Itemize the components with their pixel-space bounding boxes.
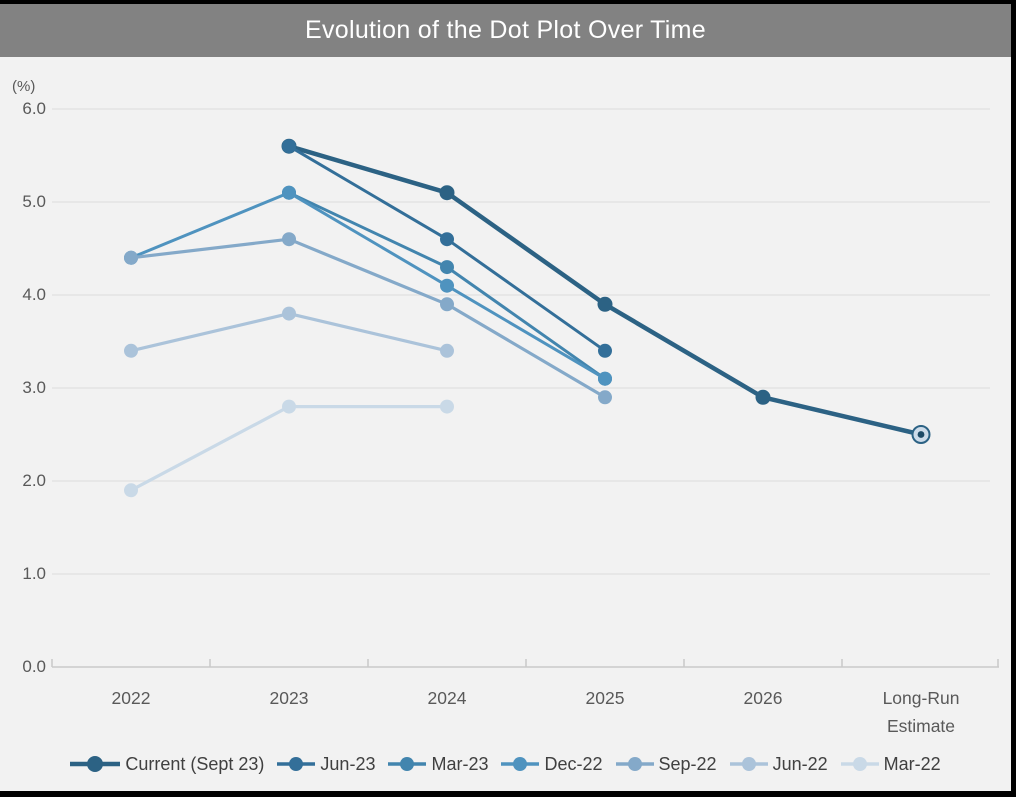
window-frame-right (1011, 0, 1016, 797)
y-axis-unit-label: (%) (12, 78, 36, 95)
legend-dot (289, 757, 304, 771)
series-line-dec-22 (129, 191, 607, 381)
legend-label: Dec-22 (544, 753, 603, 774)
data-point-mar-22-2022 (124, 483, 138, 498)
x-category-label-2025: 2025 (585, 688, 625, 708)
series-line-mar-22 (129, 405, 449, 492)
data-point-jun-22-2022 (124, 343, 138, 358)
data-point-mar-22-2024 (440, 399, 454, 414)
legend-marker-icon (388, 757, 427, 771)
y-tick-label-0.0: 0.0 (22, 657, 46, 676)
data-point-dec-22-2023 (282, 185, 296, 200)
legend-marker-icon (729, 757, 768, 771)
legend-label: Current (Sept 23) (125, 753, 265, 774)
chart-title: Evolution of the Dot Plot Over Time (305, 16, 706, 44)
legend-dot (400, 757, 415, 771)
legend-marker-icon (615, 757, 654, 771)
data-point-dec-22-2025 (598, 371, 612, 386)
legend-label: Sep-22 (658, 753, 717, 774)
legend-item-dec-22: Dec-22 (501, 753, 603, 775)
data-point-current-sept-23-2026 (755, 389, 771, 405)
legend-item-sep-22: Sep-22 (615, 753, 717, 775)
y-tick-label-6.0: 6.0 (22, 99, 46, 118)
x-category-label-2023: 2023 (269, 688, 309, 708)
data-point-jun-23-2023 (282, 139, 296, 154)
y-tick-label-2.0: 2.0 (22, 471, 46, 490)
data-point-sep-22-2025 (598, 390, 612, 405)
data-point-dec-22-2024 (440, 278, 454, 293)
y-tick-label-3.0: 3.0 (22, 378, 46, 397)
x-category-label-2022: 2022 (111, 688, 151, 708)
x-category-label-2026: 2026 (743, 688, 783, 708)
window-frame-bottom (0, 791, 1016, 797)
x-category-label-2024: 2024 (427, 688, 467, 708)
legend-item-current-sept-23: Current (Sept 23) (70, 754, 264, 775)
data-point-sep-22-2023 (282, 232, 296, 247)
data-point-sep-22-2024 (440, 297, 454, 312)
legend-dot (87, 756, 104, 772)
y-tick-label-4.0: 4.0 (22, 285, 46, 304)
data-point-sep-22-2022 (124, 250, 138, 265)
legend-item-mar-23: Mar-23 (388, 754, 488, 775)
legend-label: Jun-23 (320, 753, 376, 774)
series-line-sep-22 (129, 237, 607, 399)
legend-label: Mar-23 (431, 753, 489, 774)
long-run-endpoint-dot (917, 431, 925, 438)
legend-item-jun-23: Jun-23 (277, 754, 375, 775)
legend-item-jun-22: Jun-22 (729, 753, 828, 775)
legend-marker-icon (70, 756, 121, 772)
data-point-current-sept-23-2025 (597, 296, 613, 312)
legend-dot (852, 757, 867, 771)
legend-marker-icon (501, 757, 540, 771)
data-point-jun-22-2023 (282, 306, 296, 321)
legend: Current (Sept 23) Jun-23 Mar-23 Dec-22 Sep-2… (0, 747, 1011, 781)
legend-label: Mar-22 (883, 753, 941, 774)
legend-dot (513, 757, 528, 771)
data-point-jun-23-2024 (440, 232, 454, 247)
legend-dot (627, 757, 642, 771)
legend-label: Jun-22 (772, 753, 828, 774)
x-category-label-long-run-estimate: Long-Run Estimate (882, 688, 960, 736)
data-point-current-sept-23-2024 (439, 185, 455, 201)
data-point-mar-22-2023 (282, 399, 296, 414)
legend-marker-icon (277, 757, 316, 771)
data-point-jun-22-2024 (440, 343, 454, 358)
legend-dot (741, 757, 756, 771)
legend-item-mar-22: Mar-22 (840, 753, 941, 775)
data-point-mar-23-2024 (440, 260, 454, 275)
chart-title-bar: Evolution of the Dot Plot Over Time (0, 4, 1011, 57)
window-frame-top (0, 0, 1016, 4)
series-line-jun-23 (287, 144, 607, 353)
legend-marker-icon (840, 757, 879, 771)
y-tick-label-5.0: 5.0 (22, 192, 46, 211)
y-tick-label-1.0: 1.0 (22, 564, 46, 583)
data-point-jun-23-2025 (598, 343, 612, 358)
